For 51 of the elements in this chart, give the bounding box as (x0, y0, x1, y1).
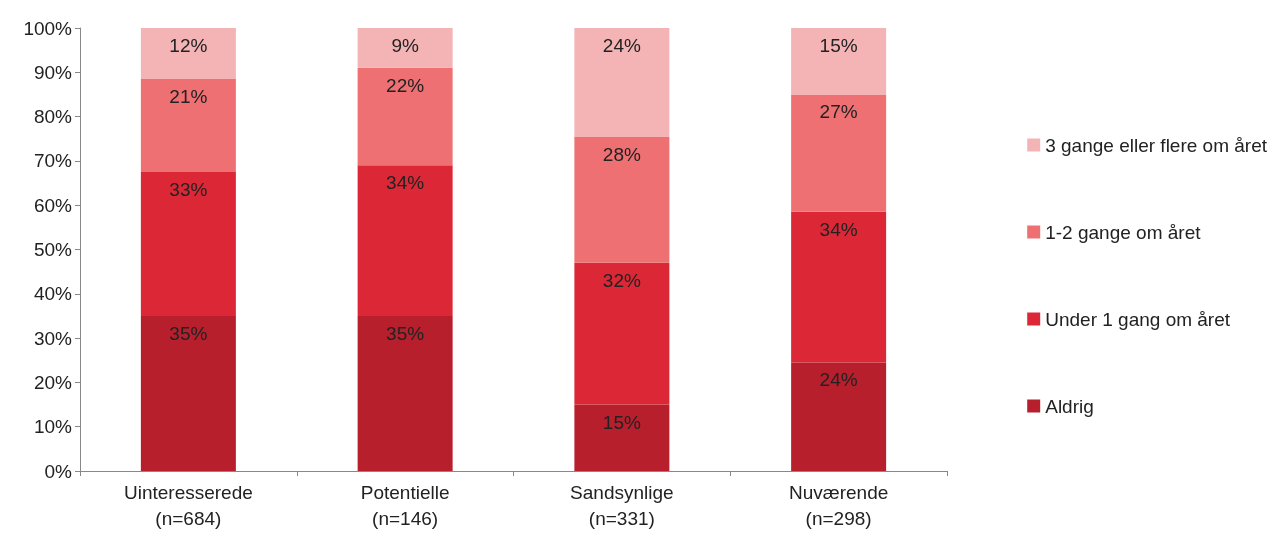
y-tick-label: 0% (44, 460, 73, 482)
data-label: 12% (169, 35, 208, 56)
data-label: 32% (602, 269, 641, 291)
data-label: 22% (386, 74, 425, 96)
data-label: 15% (819, 35, 858, 56)
bar (357, 67, 453, 166)
y-tick-label: 60% (33, 194, 73, 216)
bar (791, 362, 887, 471)
bar (357, 315, 453, 471)
x-tick-label: Nuværende (n=298) (788, 481, 889, 529)
bar (140, 78, 236, 172)
bar (791, 28, 887, 95)
y-tick-label: 30% (33, 327, 73, 349)
legend-label: Under 1 gang om året (1045, 308, 1231, 330)
y-tick-label: 100% (23, 17, 73, 39)
y-tick-label: 90% (33, 61, 73, 83)
data-label: 35% (169, 322, 208, 344)
data-label: 24% (819, 369, 858, 391)
data-label: 34% (819, 218, 858, 240)
bar (140, 315, 236, 471)
x-tick-label: Uinteresserede (n=684) (123, 481, 253, 529)
data-label: 9% (391, 35, 419, 56)
data-label: 34% (386, 172, 425, 194)
bar (357, 165, 453, 316)
x-tick-label: Sandsynlige (n=331) (570, 481, 674, 529)
data-label: 27% (819, 101, 858, 123)
data-label: 15% (602, 411, 641, 433)
bar (140, 28, 236, 79)
bar (791, 94, 887, 212)
bar (791, 211, 887, 363)
y-tick-label: 80% (33, 106, 73, 128)
x-tick-label: Potentielle (n=146) (360, 481, 450, 529)
y-tick-label: 50% (33, 239, 73, 260)
bar (574, 136, 670, 263)
bar (140, 171, 236, 316)
data-label: 28% (602, 143, 641, 165)
legend-label: Aldrig (1045, 395, 1094, 417)
data-label: 21% (169, 85, 208, 107)
data-label: 35% (386, 322, 425, 344)
y-tick-label: 70% (33, 150, 73, 172)
y-tick-label: 40% (33, 283, 73, 305)
data-label: 24% (602, 35, 641, 56)
legend-label: 1-2 gange om året (1045, 221, 1202, 243)
bar (357, 28, 453, 68)
bar (574, 28, 670, 137)
legend-label: 3 gange eller flere om året (1045, 134, 1268, 156)
y-tick-label: 10% (33, 416, 73, 438)
bar (574, 262, 670, 405)
bar (574, 404, 670, 471)
data-label: 33% (169, 178, 208, 200)
y-tick-label: 20% (33, 371, 73, 393)
